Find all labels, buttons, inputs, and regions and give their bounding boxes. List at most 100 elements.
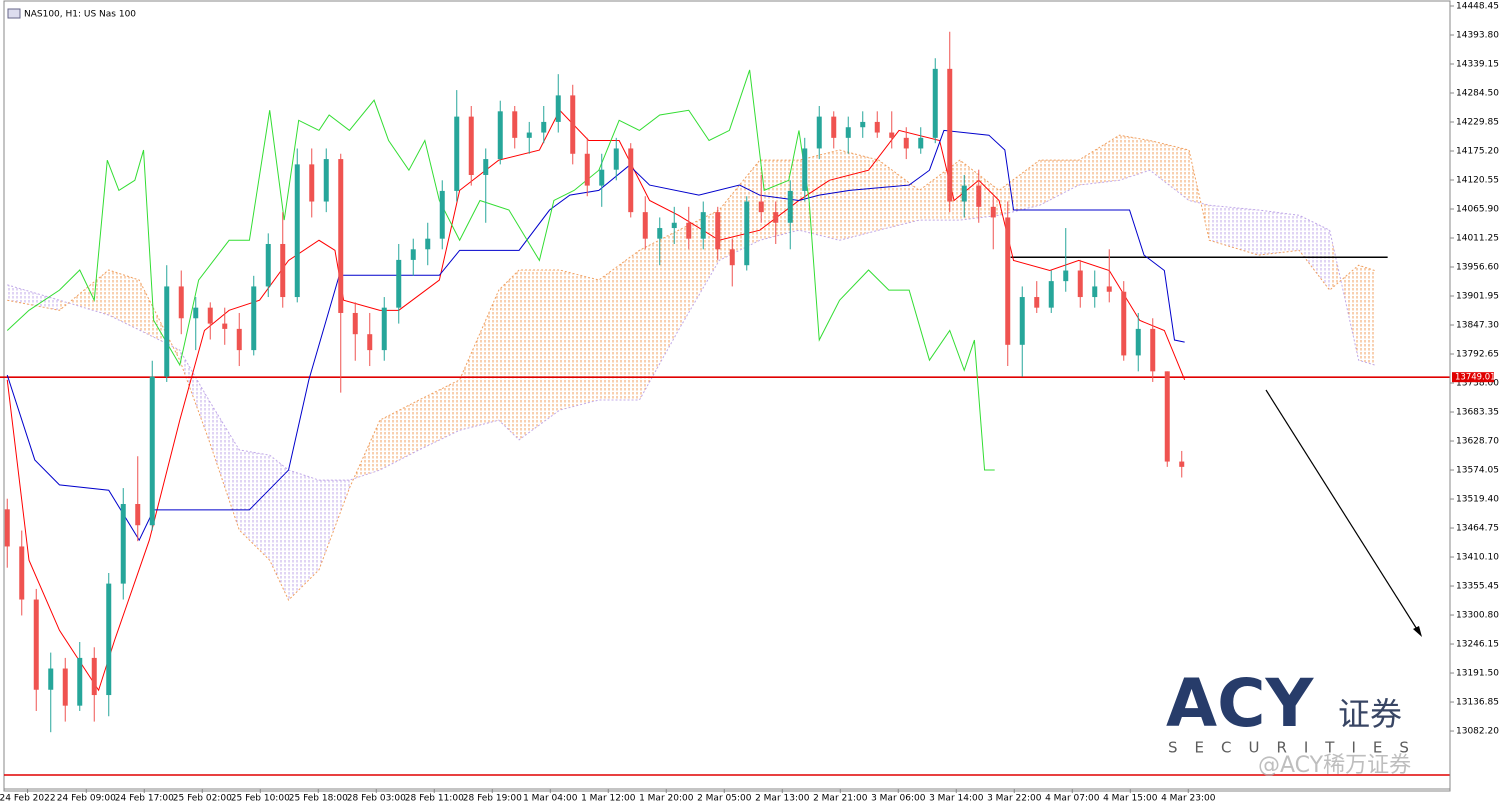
cloud-segment bbox=[878, 160, 920, 231]
cloud-segment bbox=[1209, 205, 1259, 256]
y-tick-label: 13847.30 bbox=[1456, 321, 1499, 331]
candle-body bbox=[33, 599, 39, 690]
candle-body bbox=[976, 185, 982, 207]
candle-body bbox=[1121, 291, 1127, 356]
candle-body bbox=[468, 116, 474, 175]
candle-body bbox=[164, 286, 170, 377]
candle-body bbox=[555, 95, 561, 122]
cloud-segment bbox=[519, 269, 560, 440]
candle-body bbox=[454, 116, 460, 191]
x-tick-label: 4 Mar 15:00 bbox=[1103, 794, 1158, 804]
cloud-segment bbox=[598, 250, 640, 400]
candle-body bbox=[62, 668, 68, 706]
y-tick-label: 14448.45 bbox=[1456, 2, 1499, 12]
y-tick-label: 13738.00 bbox=[1456, 379, 1499, 389]
y-tick-label: 13901.95 bbox=[1456, 292, 1499, 302]
candle-body bbox=[1164, 371, 1170, 462]
arrow-head bbox=[1413, 626, 1422, 637]
x-tick-label: 4 Mar 23:00 bbox=[1161, 794, 1216, 804]
candle-body bbox=[889, 132, 895, 138]
y-tick-label: 13519.40 bbox=[1456, 495, 1499, 505]
candle-body bbox=[120, 504, 126, 584]
cloud-segment bbox=[208, 399, 240, 531]
y-tick-label: 14284.50 bbox=[1456, 89, 1499, 99]
x-tick-label: 24 Feb 17:00 bbox=[115, 794, 174, 804]
candle-body bbox=[222, 323, 228, 329]
x-tick-label: 4 Mar 07:00 bbox=[1045, 794, 1100, 804]
candle-body bbox=[410, 249, 416, 260]
cloud-segment bbox=[59, 269, 109, 316]
candle-body bbox=[599, 169, 605, 186]
indicator-line bbox=[6, 69, 995, 471]
x-tick-label: 28 Feb 19:00 bbox=[463, 794, 522, 804]
candle-body bbox=[729, 249, 735, 266]
x-tick-label: 28 Feb 11:00 bbox=[405, 794, 464, 804]
candle-body bbox=[19, 546, 25, 600]
x-tick-label: 24 Feb 09:00 bbox=[57, 794, 116, 804]
candle-body bbox=[657, 228, 663, 239]
candle-body bbox=[758, 201, 764, 213]
cloud-span-b bbox=[7, 169, 1375, 481]
y-tick-label: 14011.25 bbox=[1456, 234, 1499, 244]
cloud-segment bbox=[759, 160, 799, 241]
candle-body bbox=[642, 212, 648, 239]
cloud-segment bbox=[719, 160, 760, 261]
window-icon bbox=[7, 8, 21, 19]
watermark-cn: 证券 bbox=[1338, 695, 1402, 733]
cloud-segment bbox=[269, 455, 289, 601]
y-tick-label: 13355.45 bbox=[1456, 582, 1499, 592]
price-tag bbox=[1452, 372, 1494, 383]
candle-body bbox=[178, 286, 184, 319]
candle-body bbox=[251, 286, 257, 351]
candle-body bbox=[700, 212, 706, 239]
candle-body bbox=[1092, 286, 1098, 298]
candle-body bbox=[1048, 281, 1054, 308]
watermark-sub: SECURITIES bbox=[1168, 739, 1426, 757]
candle-body bbox=[439, 190, 445, 239]
candle-body bbox=[628, 148, 634, 213]
x-tick-label: 1 Mar 20:00 bbox=[639, 794, 694, 804]
candle-body bbox=[526, 132, 532, 138]
candle-body bbox=[686, 222, 692, 239]
candle-body bbox=[77, 657, 83, 706]
candle-body bbox=[91, 657, 97, 696]
candle-body bbox=[1135, 328, 1141, 356]
x-tick-label: 2 Mar 21:00 bbox=[813, 794, 868, 804]
candle-body bbox=[48, 668, 54, 690]
candle-body bbox=[149, 376, 155, 526]
candle-body bbox=[715, 212, 721, 250]
x-tick-label: 3 Mar 06:00 bbox=[871, 794, 926, 804]
candle-body bbox=[947, 68, 953, 202]
cloud-segment bbox=[1119, 135, 1150, 181]
cloud-segment bbox=[1299, 215, 1330, 291]
candle-body bbox=[932, 68, 938, 138]
candle-body bbox=[541, 121, 547, 133]
cloud-span-a bbox=[7, 134, 1375, 601]
candle-body bbox=[1005, 217, 1011, 345]
candle-body bbox=[1179, 461, 1185, 467]
candle-body bbox=[860, 121, 866, 128]
x-tick-label: 1 Mar 12:00 bbox=[581, 794, 636, 804]
candle-body bbox=[961, 185, 967, 202]
candle-body bbox=[367, 334, 373, 351]
candle-body bbox=[265, 243, 271, 287]
candle-body bbox=[512, 111, 518, 138]
candle-body bbox=[338, 159, 344, 313]
candle-body bbox=[4, 509, 10, 547]
candle-body bbox=[193, 307, 199, 319]
candle-body bbox=[425, 238, 431, 250]
cloud-segment bbox=[1258, 210, 1300, 256]
candle-body bbox=[874, 121, 880, 133]
cloud-segment bbox=[7, 284, 60, 311]
candle-body bbox=[236, 328, 242, 351]
y-tick-label: 14120.55 bbox=[1456, 176, 1499, 186]
y-tick-label: 13683.35 bbox=[1456, 408, 1499, 418]
y-tick-label: 13246.15 bbox=[1456, 640, 1499, 650]
candle-body bbox=[1034, 297, 1040, 308]
candle-body bbox=[1106, 286, 1112, 292]
cloud-segment bbox=[419, 379, 460, 450]
candle-body bbox=[1150, 328, 1156, 372]
cloud-segment bbox=[839, 150, 879, 241]
candle-body bbox=[280, 243, 286, 298]
candle-body bbox=[787, 190, 793, 223]
